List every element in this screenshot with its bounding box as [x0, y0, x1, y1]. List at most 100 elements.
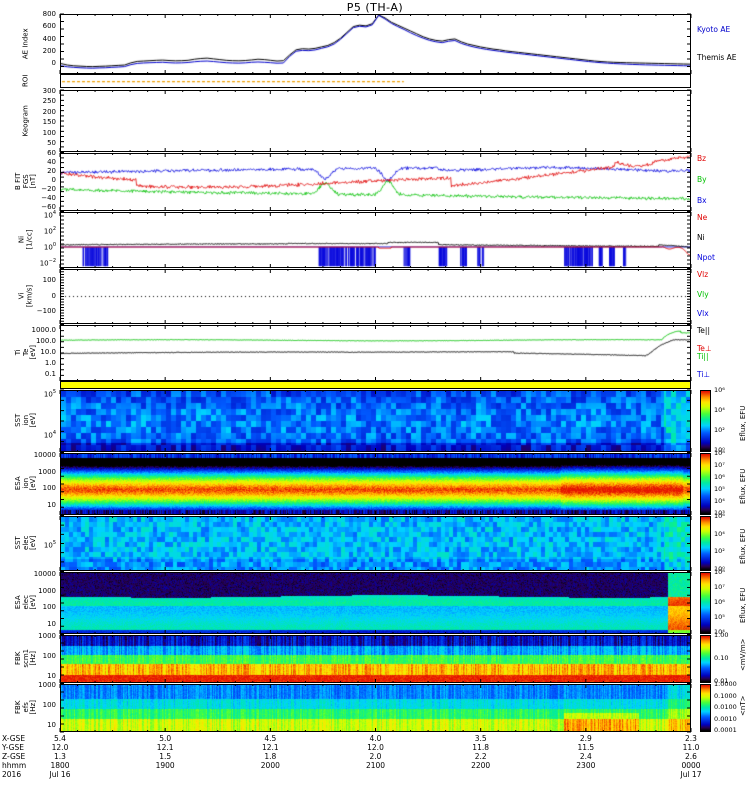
panel-esa-elec-canvas [61, 573, 690, 633]
ytick-esa2: 10 [47, 620, 56, 628]
ytick-vi: 0 [51, 291, 56, 300]
cb-fbk2-gradient [701, 685, 710, 731]
legend-Vlx: Vlx [697, 309, 709, 318]
xaxis-tick-value: 4.0 [369, 734, 382, 743]
xaxis-row-label: X-GSE [2, 734, 26, 743]
xaxis-row-label: Z-GSE [2, 752, 26, 761]
cb-fbk2-tick: 0.0010 [714, 714, 737, 723]
cb-sst2-gradient [701, 517, 710, 570]
cb-esa2-unit: Eflux, EFU [739, 587, 747, 623]
legend-Bz: Bz [697, 154, 707, 163]
panel-sst-ion-canvas [61, 391, 690, 451]
xaxis-tick-value: 2000 [260, 761, 280, 770]
panel-sst-elec [60, 516, 691, 571]
ytick-esa2: 100 [42, 603, 56, 612]
cb-esa1-tick: 10⁷ [714, 461, 725, 469]
cb-fbk1-tick: 0.01 [714, 677, 729, 685]
panel-fbk-efs [60, 684, 691, 732]
legend-Vlz: Vlz [697, 270, 709, 279]
legend-Vly: Vly [697, 289, 709, 299]
xaxis-tick-value: 5.0 [159, 734, 172, 743]
cb-sst1-gradient [701, 391, 710, 451]
xaxis-tick-value: 1800 [50, 761, 70, 770]
ytick-keogram: 250 [42, 97, 56, 106]
ytick-ae: 0 [51, 59, 56, 67]
legend-Npot: Npot [697, 253, 715, 262]
xaxis-tick-value: 2.4 [579, 752, 592, 761]
ytick-ae: 200 [42, 46, 56, 55]
ytick-keogram: 50 [47, 139, 56, 147]
xaxis-tick-value: 5.4 [54, 734, 66, 743]
panel-ti-te [60, 325, 691, 381]
ytick-bfit: 20 [47, 167, 56, 175]
cb-esa1-tick: 10⁴ [714, 497, 725, 505]
panel-fbk-scm [60, 635, 691, 683]
cb-esa2-tick: 10⁴ [714, 628, 725, 636]
legend-Ni: Ni [697, 233, 705, 242]
ytick-keogram: 200 [42, 107, 56, 116]
panel-ni-canvas [61, 213, 690, 267]
cb-fbk2 [700, 684, 711, 732]
xaxis-tick-value: 2.0 [369, 752, 382, 761]
axis-label-sst1: SST ion [eV] [13, 412, 37, 428]
ytick-ti: 0.1 [44, 370, 56, 378]
panel-ti-te-canvas [61, 326, 690, 380]
ytick-esa1: 10000 [33, 451, 56, 459]
cb-esa1-tick: 10⁵ [714, 485, 725, 493]
xaxis-tick-value: 11.5 [577, 743, 595, 752]
xaxis-row-label: hhmm [2, 761, 27, 770]
ytick-keogram: 300 [42, 87, 56, 95]
ytick-fbk1: 100 [42, 652, 56, 660]
cb-esa1-gradient [701, 454, 710, 514]
panel-ae-index [60, 14, 691, 74]
cb-esa2-tick: 10⁵ [714, 613, 725, 621]
xaxis-tick-value: 2100 [365, 761, 386, 770]
xaxis-tick-value: 2.9 [579, 734, 592, 743]
xaxis-tick-value: 11.0 [682, 743, 700, 752]
xaxis-tick-value: 1.5 [159, 752, 172, 761]
cb-sst2-tick: 10⁶ [714, 512, 725, 520]
xaxis-tick-value: 12.0 [51, 743, 69, 752]
ytick-ti: 1.0 [44, 359, 56, 367]
xaxis-tick-value: 2.3 [685, 734, 697, 743]
ytick-keogram: 100 [42, 128, 56, 137]
ytick-bfit: −20 [41, 185, 56, 193]
panel-vi-canvas [61, 270, 690, 323]
ytick-ti: 100.0 [35, 337, 56, 345]
legend-Te: Te|| [697, 326, 710, 335]
ytick-keogram: 150 [42, 118, 56, 127]
cb-fbk2-tick: 0.0100 [714, 703, 737, 711]
cb-sst1-tick: 10² [714, 426, 725, 434]
ytick-fbk2: 1000 [38, 681, 56, 689]
xaxis-tick-value: Jul 17 [680, 770, 702, 779]
cb-sst2-tick: 10⁴ [714, 529, 725, 538]
xaxis-row-label: 2016 [2, 770, 22, 779]
panel-roi [60, 74, 691, 88]
panel-esa-ion [60, 453, 691, 515]
ytick-bfit: −40 [41, 194, 56, 202]
cb-fbk1-tick: 1.00 [714, 631, 729, 639]
cb-esa2-tick: 10⁸ [714, 568, 725, 576]
ytick-bfit: −60 [41, 203, 56, 211]
cb-esa1-unit: Eflux, EFU [739, 468, 747, 504]
legend-Bx: Bx [697, 196, 707, 205]
ytick-esa1: 10 [47, 501, 56, 509]
panel-fbk-efs-canvas [61, 685, 690, 731]
ytick-fbk1: 10 [47, 672, 56, 680]
xaxis-row-label: Y-GSE [2, 743, 24, 752]
cb-sst2 [700, 516, 711, 571]
xaxis-tick-value: 12.1 [261, 743, 279, 752]
legend-Te: Te⊥ [697, 344, 712, 353]
panel-b-fit [60, 153, 691, 211]
panel-ae-index-canvas [61, 15, 690, 73]
ytick-fbk1: 1000 [38, 632, 56, 640]
xaxis-tick-value: 3.5 [474, 734, 487, 743]
cb-sst2-tick: 10² [714, 547, 725, 556]
page-title: P5 (TH-A) [346, 1, 404, 14]
ytick-ni: 10−2 [39, 258, 56, 268]
cb-sst1-tick: 10⁶ [714, 386, 725, 394]
cb-esa1-tick: 10⁶ [714, 473, 725, 481]
cb-fbk1 [700, 635, 711, 683]
ytick-sst1: 105 [43, 389, 56, 399]
